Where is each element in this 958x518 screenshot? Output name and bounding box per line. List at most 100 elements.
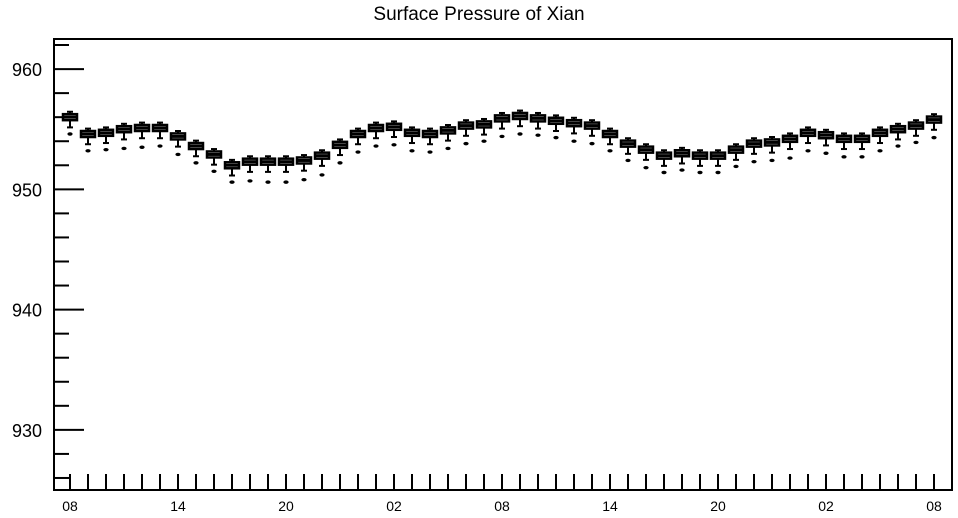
x-tick-label: 14 [170, 498, 186, 514]
outlier-point [589, 141, 595, 146]
box-item [313, 149, 331, 177]
y-tick-label: 940 [12, 301, 42, 321]
box-item [241, 155, 259, 183]
box-item [385, 120, 403, 147]
outlier-point [427, 150, 433, 154]
box-item [565, 116, 583, 143]
box-item [601, 127, 619, 153]
box-item [403, 126, 421, 153]
box-item [637, 143, 655, 170]
box-item [475, 117, 493, 143]
outlier-point [571, 139, 577, 143]
outlier-point [391, 143, 397, 147]
outlier-point [103, 147, 109, 152]
box-item [223, 158, 241, 184]
outlier-point [895, 144, 901, 148]
box-item [79, 127, 97, 153]
box-item [727, 143, 745, 169]
box-item [655, 149, 673, 175]
box-item [439, 123, 457, 151]
box-item [277, 155, 295, 184]
outlier-point [175, 152, 181, 157]
y-axis: 930 940 950 960 [12, 44, 84, 479]
outlier-point [445, 146, 451, 151]
x-tick-label: 20 [710, 498, 726, 514]
box-item [187, 139, 205, 165]
x-tick-label: 08 [494, 498, 510, 514]
box-item [151, 121, 169, 148]
box-item [547, 114, 565, 140]
y-tick-label: 950 [12, 180, 42, 200]
outlier-point [841, 155, 847, 159]
box-item [349, 127, 367, 154]
box-item [763, 136, 781, 163]
box-item [115, 122, 133, 151]
outlier-point [265, 180, 271, 184]
outlier-point [517, 132, 523, 136]
outlier-point [733, 164, 739, 169]
x-tick-label: 20 [278, 498, 294, 514]
plot-frame [53, 38, 953, 491]
outlier-point [625, 158, 631, 163]
box-item [889, 122, 907, 148]
box-item [457, 119, 475, 146]
outlier-point [697, 170, 703, 175]
outlier-point [679, 168, 685, 172]
box-item [745, 137, 763, 164]
x-tick-label: 02 [386, 498, 402, 514]
box-item [97, 126, 115, 152]
outlier-point [373, 144, 379, 148]
box-item [817, 128, 835, 155]
outlier-point [301, 178, 307, 182]
outlier-point [553, 135, 559, 140]
outlier-point [535, 133, 541, 137]
outlier-point [481, 139, 487, 143]
box-item [853, 132, 871, 159]
box-item [493, 111, 511, 139]
outlier-point [247, 179, 253, 183]
outlier-point [499, 134, 505, 139]
box-item [781, 132, 799, 160]
box-item [709, 149, 727, 175]
x-tick-label: 02 [818, 498, 834, 514]
outlier-point [859, 155, 865, 159]
outlier-point [193, 161, 199, 165]
outlier-point [607, 149, 613, 153]
box-item [205, 148, 223, 173]
outlier-point [121, 146, 127, 151]
outlier-point [67, 132, 73, 136]
outlier-point [751, 159, 757, 164]
x-tick-label: 08 [926, 498, 942, 514]
y-tick-label: 960 [12, 60, 42, 80]
outlier-point [715, 170, 721, 175]
box-item [133, 121, 151, 149]
x-axis: 08 14 20 02 08 14 20 02 08 [62, 474, 942, 514]
box-item [511, 109, 529, 136]
box-item [691, 149, 709, 175]
box-item [925, 113, 943, 140]
box-item [295, 154, 313, 182]
box-item [907, 119, 925, 145]
outlier-point [355, 150, 361, 154]
outlier-point [787, 156, 793, 160]
outlier-point [319, 173, 325, 177]
outlier-point [337, 161, 343, 165]
box-item [529, 111, 547, 137]
box-item [367, 121, 385, 148]
outlier-point [913, 140, 919, 145]
outlier-point [85, 149, 91, 153]
box-item [259, 155, 277, 184]
box-item [421, 127, 439, 154]
box-item [799, 126, 817, 153]
outlier-point [283, 180, 289, 184]
outlier-point [157, 144, 163, 148]
outlier-point [823, 151, 829, 155]
chart-title: Surface Pressure of Xian [373, 4, 585, 25]
outlier-point [139, 145, 145, 149]
outlier-point [769, 158, 775, 163]
box-item [835, 132, 853, 159]
box-item [61, 110, 79, 136]
outlier-point [805, 149, 811, 153]
outlier-point [877, 149, 883, 153]
